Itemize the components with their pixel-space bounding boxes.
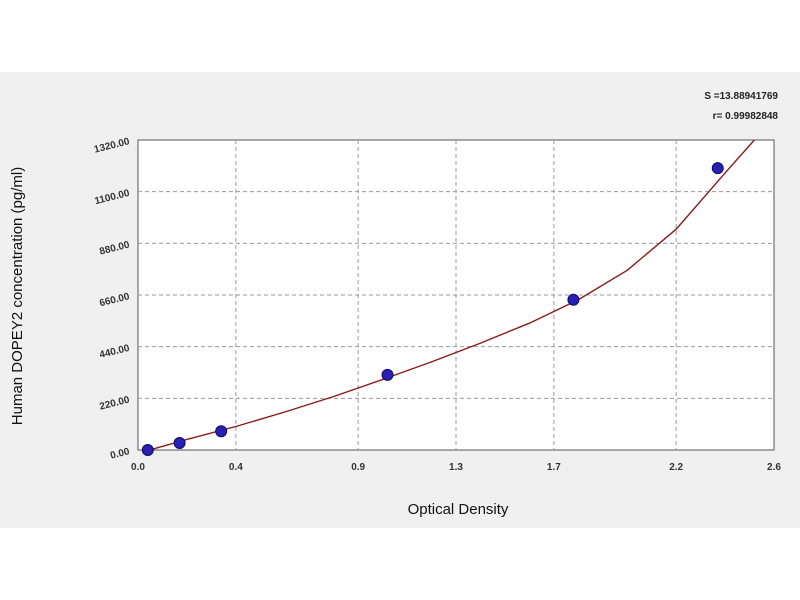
x-axis-label: Optical Density (408, 501, 509, 518)
data-point (215, 425, 228, 438)
x-tick-labels: 0.0 0.4 0.9 1.3 1.7 2.2 2.6 (131, 462, 781, 473)
y-tick-label: 880.00 (98, 239, 131, 257)
data-point (141, 444, 154, 456)
fit-curve-layer (147, 139, 755, 450)
fit-curve-line (147, 139, 755, 450)
y-tick-label: 440.00 (98, 343, 131, 361)
data-point (381, 368, 394, 381)
x-tick-label: 2.2 (669, 462, 683, 473)
stat-r-value: r= 0.99982848 (713, 111, 779, 122)
data-point (173, 436, 186, 449)
y-tick-label: 660.00 (98, 291, 131, 309)
y-tick-label: 1320.00 (93, 136, 131, 156)
x-tick-label: 2.6 (767, 462, 781, 473)
x-tick-label: 0.0 (131, 462, 145, 473)
x-tick-label: 0.4 (229, 462, 243, 473)
gridlines (138, 140, 774, 450)
y-tick-label: 0.00 (109, 446, 131, 461)
y-tick-label: 1100.00 (94, 188, 132, 207)
y-axis-label: Human DOPEY2 concentration (pg/ml) (9, 167, 26, 425)
data-point (711, 162, 724, 175)
data-points-layer (141, 162, 724, 456)
y-tick-label: 220.00 (98, 394, 131, 412)
y-tick-labels: 0.00 220.00 440.00 660.00 880.00 1100.00 1320.… (93, 136, 131, 461)
data-point (567, 293, 580, 306)
x-tick-label: 1.3 (449, 462, 463, 473)
x-tick-label: 0.9 (351, 462, 365, 473)
x-tick-label: 1.7 (547, 462, 561, 473)
stat-s-value: S =13.88941769 (704, 91, 778, 102)
